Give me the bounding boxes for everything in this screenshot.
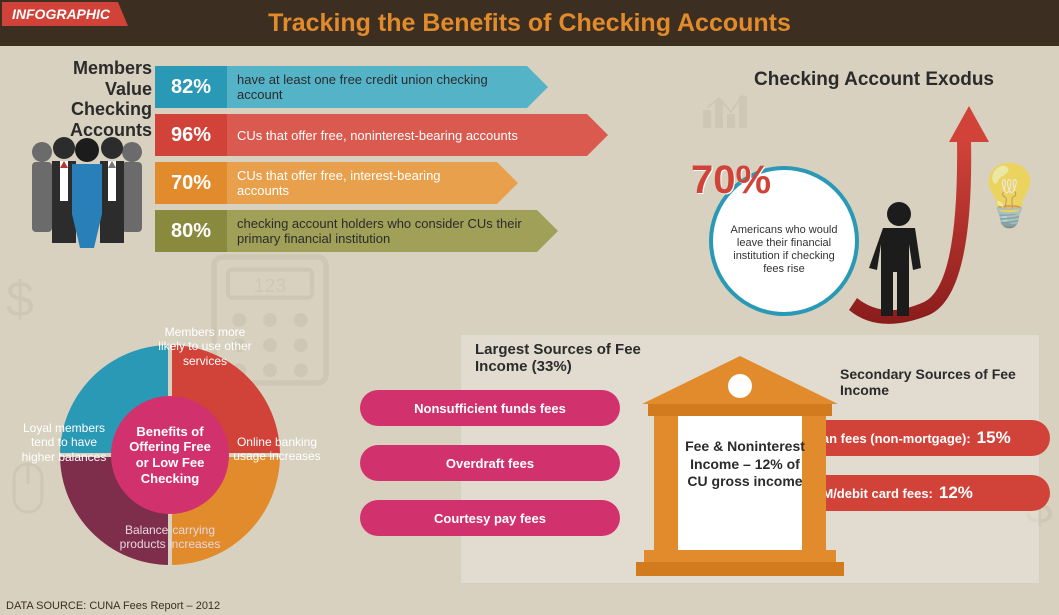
secondary-sources-label: Secondary Sources of Fee Income bbox=[840, 366, 1020, 398]
arrow-label-0: have at least one free credit union chec… bbox=[237, 72, 517, 102]
arrow-row-3: 80% checking account holders who conside… bbox=[155, 210, 635, 252]
arrow-pct-3: 80% bbox=[155, 210, 227, 252]
arrow-row-1: 96% CUs that offer free, noninterest-bea… bbox=[155, 114, 635, 156]
institution-text: Fee & Noninterest Income – 12% of CU gro… bbox=[680, 438, 810, 491]
donut-slice-2: Balance-carrying products increases bbox=[115, 523, 225, 552]
secondary-bar-0-pct: 15% bbox=[977, 428, 1011, 448]
arrow-stack: 82% have at least one free credit union … bbox=[155, 66, 635, 258]
donut-slice-1: Online banking usage increases bbox=[222, 435, 332, 464]
donut-center-label: Benefits of Offering Free or Low Fee Che… bbox=[111, 396, 229, 514]
largest-sources-label: Largest Sources of Fee Income (33%) bbox=[475, 342, 655, 375]
donut-chart: Benefits of Offering Free or Low Fee Che… bbox=[20, 305, 320, 585]
secondary-bar-1-pct: 12% bbox=[939, 483, 973, 503]
exodus-circle: 70% Americans who would leave their fina… bbox=[709, 166, 859, 316]
exodus-heading: Checking Account Exodus bbox=[739, 70, 1009, 91]
exodus-section: Checking Account Exodus 70% Americans wh… bbox=[659, 70, 1009, 101]
arrow-pct-0: 82% bbox=[155, 66, 227, 108]
donut-slice-0: Members more likely to use other service… bbox=[150, 325, 260, 368]
largest-bar-2: Courtesy pay fees bbox=[360, 500, 620, 536]
exodus-caption: Americans who would leave their financia… bbox=[725, 224, 843, 277]
svg-text:123: 123 bbox=[254, 275, 287, 297]
institution-graphic: Fee & Noninterest Income – 12% of CU gro… bbox=[630, 350, 840, 585]
arrow-row-0: 82% have at least one free credit union … bbox=[155, 66, 635, 108]
arrow-pct-1: 96% bbox=[155, 114, 227, 156]
donut-slice-3: Loyal members tend to have higher balanc… bbox=[14, 421, 114, 464]
largest-bar-0: Nonsufficient funds fees bbox=[360, 390, 620, 426]
arrow-row-2: 70% CUs that offer free, interest-bearin… bbox=[155, 162, 635, 204]
arrow-label-2: CUs that offer free, interest-bearing ac… bbox=[237, 168, 487, 198]
arrow-pct-2: 70% bbox=[155, 162, 227, 204]
arrow-label-1: CUs that offer free, noninterest-bearing… bbox=[237, 128, 518, 143]
header-bar: INFOGRAPHIC Tracking the Benefits of Che… bbox=[0, 0, 1059, 46]
infographic-tag: INFOGRAPHIC bbox=[2, 2, 128, 26]
exodus-pct: 70% bbox=[691, 160, 771, 200]
data-source: DATA SOURCE: CUNA Fees Report – 2012 bbox=[6, 600, 220, 612]
people-silhouettes bbox=[22, 128, 152, 268]
arrow-label-3: checking account holders who consider CU… bbox=[237, 216, 527, 246]
exodus-person-icon bbox=[869, 200, 929, 325]
largest-bar-1: Overdraft fees bbox=[360, 445, 620, 481]
page-title: Tracking the Benefits of Checking Accoun… bbox=[0, 9, 1059, 38]
